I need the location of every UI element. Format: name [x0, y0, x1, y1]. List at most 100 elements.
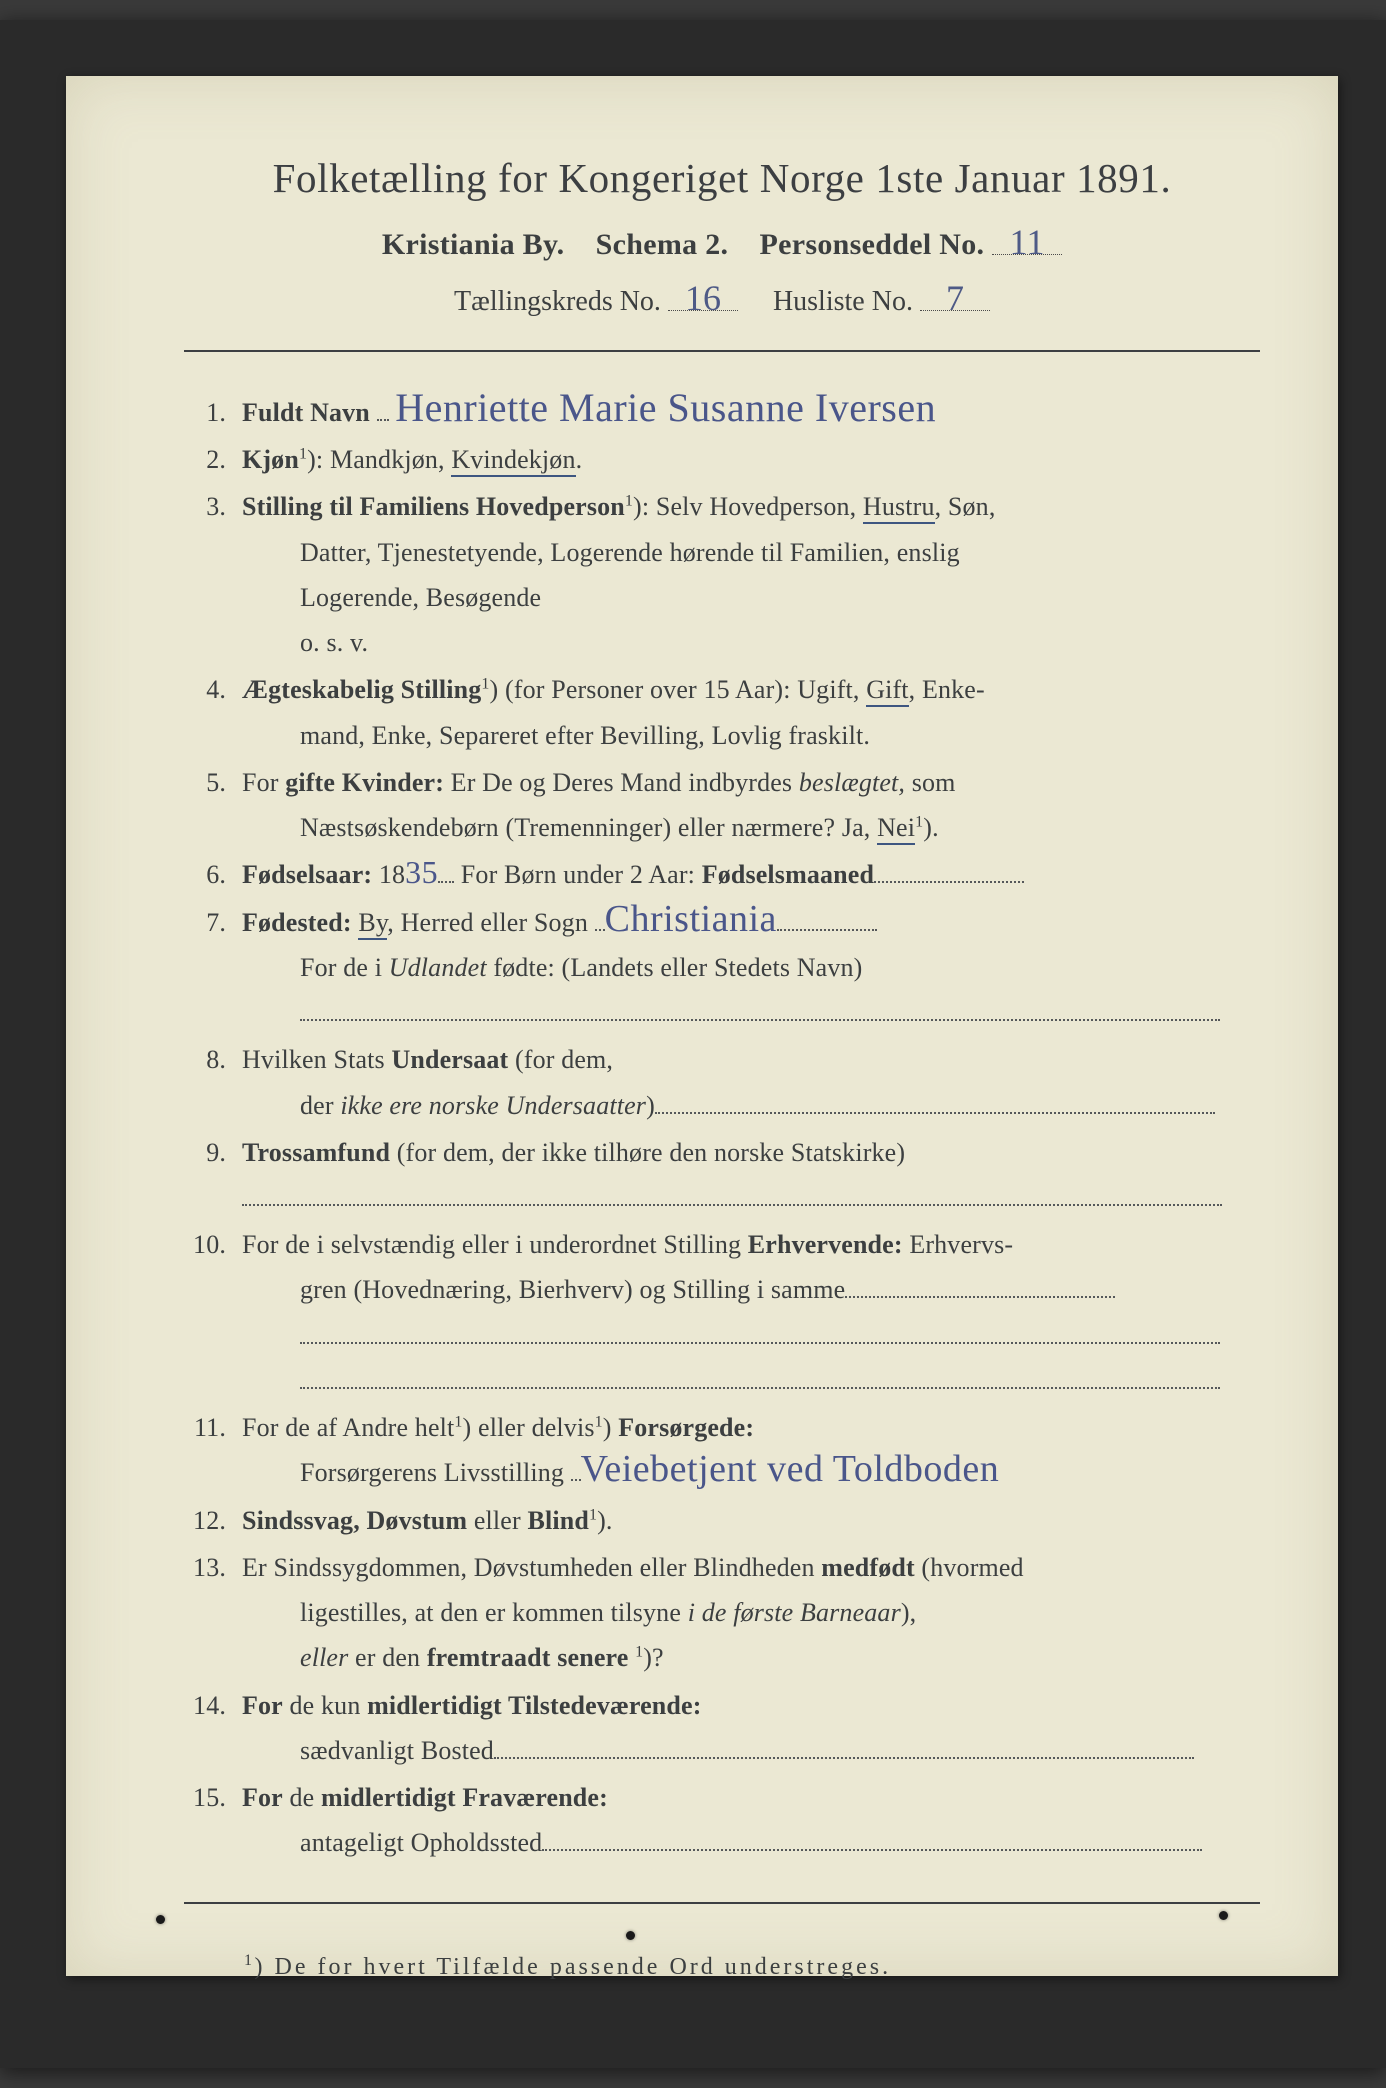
q5-line2: Næstsøskendebørn (Tremenninger) eller næ… — [300, 813, 877, 842]
kjon-selected: Kvindekjøn — [451, 445, 575, 477]
item-3: 3. Stilling til Familiens Hovedperson1):… — [184, 484, 1260, 665]
item-number: 14. — [184, 1683, 242, 1773]
q14b: de kun — [283, 1691, 367, 1720]
q7l2a: For de i — [300, 953, 389, 982]
q13l2c: ), — [901, 1598, 916, 1627]
q11d: Forsørgede: — [618, 1413, 754, 1442]
q14a: For — [242, 1691, 283, 1720]
item-10: 10. For de i selvstændig eller i underor… — [184, 1222, 1260, 1403]
q5d: beslægtet, — [799, 768, 905, 797]
q13l3c: fremtraadt senere — [427, 1643, 629, 1672]
title-sub: Kristiania By. Schema 2. Personseddel No… — [184, 228, 1260, 262]
q6b: Fødselsmaaned — [702, 860, 874, 889]
q5b: gifte Kvinder: — [285, 768, 444, 797]
q13l2b: i de første Barneaar — [688, 1598, 901, 1627]
q12: Sindssvag, Døvstum — [242, 1506, 467, 1535]
census-form-card: Folketælling for Kongeriget Norge 1ste J… — [66, 76, 1338, 1976]
item-13: 13. Er Sindssygdommen, Døvstumheden elle… — [184, 1545, 1260, 1681]
q13l3d: )? — [643, 1643, 664, 1672]
q9b: (for dem, der ikke tilhøre den norske St… — [390, 1138, 905, 1167]
form-header: Folketælling for Kongeriget Norge 1ste J… — [184, 154, 1260, 318]
q13c: (hvormed — [915, 1553, 1024, 1582]
kreds-label: Tællingskreds No. — [454, 286, 661, 317]
scan-background: Folketælling for Kongeriget Norge 1ste J… — [0, 20, 1386, 2068]
item-number: 5. — [184, 760, 242, 850]
husliste-label: Husliste No. — [773, 286, 913, 317]
q12-tail: eller — [467, 1506, 527, 1535]
q10a: For de i selvstændig eller i underordnet… — [242, 1230, 748, 1259]
q10c: Erhvervs- — [903, 1230, 1014, 1259]
title-main: Folketælling for Kongeriget Norge 1ste J… — [184, 154, 1260, 202]
kjon-options: Mandkjøn, — [330, 445, 451, 474]
item-number: 8. — [184, 1037, 242, 1127]
ink-blot — [626, 1931, 635, 1940]
q13l2a: ligestilles, at den er kommen tilsyne — [300, 1598, 688, 1627]
fuldt-navn-value: Henriette Marie Susanne Iversen — [395, 398, 936, 418]
q5e: som — [905, 768, 955, 797]
stilling-label: Stilling til Familiens Hovedperson — [242, 492, 625, 521]
fodselsaar-label: Fødselsaar: — [242, 860, 372, 889]
fodested-label: Fødested: — [242, 908, 352, 937]
footnote-mark: 1 — [244, 1952, 255, 1969]
q8l2c: ) — [646, 1091, 655, 1120]
q11a: For de af Andre helt — [242, 1413, 454, 1442]
stilling-line2: Datter, Tjenestetyende, Logerende hørend… — [242, 530, 1260, 575]
aegteskab-paren: (for Personer over 15 Aar): Ugift, — [498, 675, 866, 704]
footnote-text: ) De for hvert Tilfælde passende Ord und… — [255, 1954, 892, 1980]
item-7: 7. Fødested: By, Herred eller Sogn Chris… — [184, 900, 1260, 1036]
husliste-no: 7 — [920, 288, 990, 311]
city-label: Kristiania By. — [382, 228, 565, 261]
item-9: 9. Trossamfund (for dem, der ikke tilhør… — [184, 1130, 1260, 1220]
ink-blot — [1219, 1911, 1228, 1920]
q13b: medfødt — [821, 1553, 915, 1582]
item-6: 6. Fødselsaar: 1835 For Børn under 2 Aar… — [184, 852, 1260, 897]
item-4: 4. Ægteskabelig Stilling1) (for Personer… — [184, 667, 1260, 757]
q10l2: gren (Hovednæring, Bierhverv) og Stillin… — [300, 1275, 845, 1304]
q7-mid: , Herred eller Sogn — [387, 908, 594, 937]
item-14: 14. For de kun midlertidigt Tilstedevære… — [184, 1683, 1260, 1773]
item-number: 9. — [184, 1130, 242, 1220]
q8c: (for dem, — [508, 1045, 613, 1074]
q5a: For — [242, 768, 285, 797]
q5c: Er De og Deres Mand indbyrdes — [444, 768, 799, 797]
form-body: 1. Fuldt Navn Henriette Marie Susanne Iv… — [184, 390, 1260, 1866]
aegteskab-tail: , Enke- — [909, 675, 985, 704]
q8l2b: ikke ere norske Undersaatter — [340, 1091, 646, 1120]
q13l3b: er den — [348, 1643, 426, 1672]
q10b: Erhvervende: — [748, 1230, 903, 1259]
q11c: ) — [603, 1413, 618, 1442]
item-number: 4. — [184, 667, 242, 757]
item-number: 2. — [184, 437, 242, 482]
personseddel-label: Personseddel No. — [760, 228, 985, 261]
item-number: 11. — [184, 1405, 242, 1495]
q11l2: Forsørgerens Livsstilling — [300, 1458, 571, 1487]
item-1: 1. Fuldt Navn Henriette Marie Susanne Iv… — [184, 390, 1260, 435]
item-5: 5. For gifte Kvinder: Er De og Deres Man… — [184, 760, 1260, 850]
fodested-by: By — [358, 908, 387, 940]
title-third: Tællingskreds No. 16 Husliste No. 7 — [184, 286, 1260, 318]
aegteskab-label: Ægteskabelig Stilling — [242, 675, 481, 704]
item-number: 13. — [184, 1545, 242, 1681]
q12b: Blind — [527, 1506, 588, 1535]
q8l2a: der — [300, 1091, 340, 1120]
item-12: 12. Sindssvag, Døvstum eller Blind1). — [184, 1498, 1260, 1543]
stilling-line4: o. s. v. — [242, 620, 1260, 665]
item-8: 8. Hvilken Stats Undersaat (for dem, der… — [184, 1037, 1260, 1127]
divider — [184, 350, 1260, 352]
item-number: 12. — [184, 1498, 242, 1543]
kjon-label: Kjøn — [242, 445, 299, 474]
divider-bottom — [184, 1902, 1260, 1904]
fodselsaar-value: 35 — [405, 864, 438, 880]
q6-prefix: 18 — [372, 860, 405, 889]
stilling-selected: Hustru — [863, 492, 935, 524]
q5-selected: Nei — [877, 813, 915, 845]
kreds-no: 16 — [668, 288, 738, 311]
q14c: midlertidigt Tilstedeværende: — [367, 1691, 701, 1720]
q8b: Undersaat — [391, 1045, 508, 1074]
stilling-line3: Logerende, Besøgende — [242, 575, 1260, 620]
personseddel-no: 11 — [992, 232, 1062, 255]
footnote: 1) De for hvert Tilfælde passende Ord un… — [184, 1952, 1260, 1981]
item-number: 3. — [184, 484, 242, 665]
forsorger-value: Veiebetjent ved Toldboden — [581, 1460, 1000, 1479]
q9a: Trossamfund — [242, 1138, 390, 1167]
